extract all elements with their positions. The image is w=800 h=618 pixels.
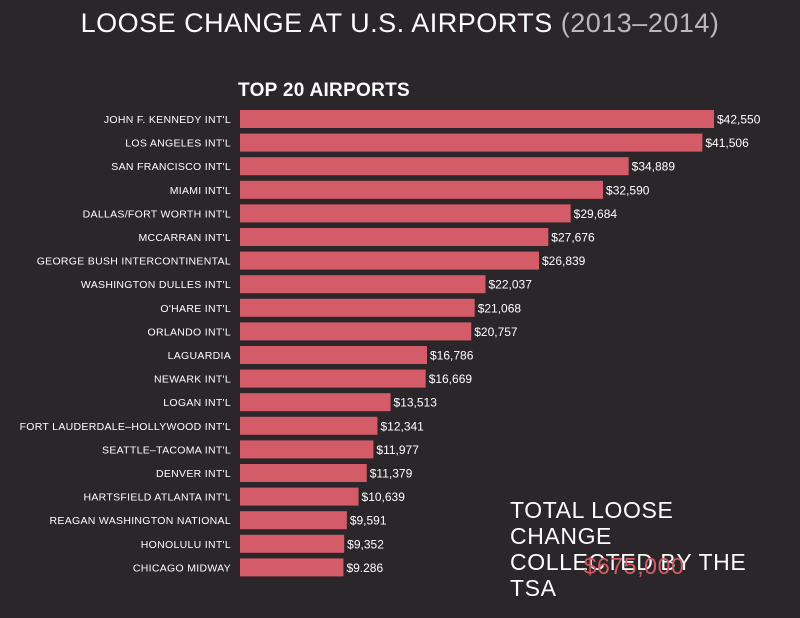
total-summary: TOTAL LOOSE CHANGE COLLECTED BY THE TSA … — [510, 497, 768, 601]
category-label-11: NEWARK INT'L — [154, 374, 231, 386]
value-label-3: $32,590 — [606, 183, 650, 197]
category-label-18: HONOLULU INT'L — [141, 539, 231, 551]
bar-8 — [240, 298, 475, 317]
category-label-2: SAN FRANCISCO INT'L — [111, 161, 231, 173]
bar-2 — [240, 157, 629, 176]
total-amount: $675,000 — [583, 553, 685, 579]
category-label-13: FORT LAUDERDALE–HOLLYWOOD INT'L — [20, 421, 231, 433]
value-label-7: $22,037 — [488, 278, 532, 292]
bar-13 — [240, 416, 378, 435]
bar-9 — [240, 322, 472, 341]
value-label-5: $27,676 — [551, 231, 595, 245]
value-label-2: $34,889 — [632, 160, 676, 174]
category-label-17: REAGAN WASHINGTON NATIONAL — [50, 515, 231, 527]
value-label-17: $9,591 — [350, 514, 387, 528]
bar-0 — [240, 110, 714, 128]
category-label-10: LAGUARDIA — [168, 350, 231, 362]
bar-1 — [240, 133, 703, 152]
value-label-6: $26,839 — [542, 254, 586, 268]
category-label-3: MIAMI INT'L — [170, 185, 231, 197]
bar-12 — [240, 393, 391, 412]
category-label-16: HARTSFIELD ATLANTA INT'L — [84, 492, 232, 504]
category-label-12: LOGAN INT'L — [163, 397, 231, 409]
value-label-0: $42,550 — [717, 113, 761, 127]
value-label-13: $12,341 — [380, 419, 424, 433]
bar-5 — [240, 228, 549, 246]
category-label-14: SEATTLE–TACOMA INT'L — [102, 444, 231, 456]
category-label-6: GEORGE BUSH INTERCONTINENTAL — [37, 256, 231, 268]
value-label-16: $10,639 — [362, 490, 406, 504]
bar-19 — [240, 558, 344, 577]
total-line-2: COLLECTED BY THE TSA — [510, 549, 747, 601]
category-label-0: JOHN F. KENNEDY INT'L — [104, 114, 231, 126]
bar-14 — [240, 440, 374, 459]
value-label-15: $11,379 — [370, 467, 413, 481]
category-label-8: O'HARE INT'L — [160, 303, 231, 315]
value-label-9: $20,757 — [474, 325, 518, 339]
value-label-4: $29,684 — [574, 207, 618, 221]
bar-3 — [240, 180, 604, 199]
value-label-19: $9.286 — [346, 561, 383, 575]
bar-6 — [240, 251, 539, 270]
value-label-1: $41,506 — [705, 136, 749, 150]
bar-16 — [240, 487, 359, 506]
value-label-10: $16,786 — [430, 349, 474, 363]
value-label-18: $9,352 — [347, 537, 384, 551]
value-label-8: $21,068 — [478, 301, 522, 315]
value-label-14: $11,977 — [376, 443, 419, 457]
bar-4 — [240, 204, 571, 223]
chart-title-years: (2013–2014) — [560, 8, 720, 38]
category-label-4: DALLAS/FORT WORTH INT'L — [83, 208, 231, 220]
category-label-7: WASHINGTON DULLES INT'L — [81, 279, 231, 291]
category-label-15: DENVER INT'L — [156, 468, 231, 480]
total-line-1: TOTAL LOOSE CHANGE — [510, 497, 674, 549]
bar-18 — [240, 534, 345, 553]
chart-title-main: LOOSE CHANGE AT U.S. AIRPORTS — [80, 8, 553, 38]
category-label-19: CHICAGO MIDWAY — [133, 562, 231, 574]
category-label-9: ORLANDO INT'L — [147, 326, 231, 338]
bar-7 — [240, 275, 486, 294]
chart-subtitle: TOP 20 AIRPORTS — [238, 80, 411, 101]
category-label-1: LOS ANGELES INT'L — [125, 138, 231, 150]
value-label-12: $13,513 — [394, 396, 438, 410]
bar-11 — [240, 369, 426, 388]
value-label-11: $16,669 — [429, 372, 473, 386]
bar-17 — [240, 511, 347, 530]
bar-15 — [240, 464, 367, 482]
bar-10 — [240, 346, 427, 364]
chart-title: LOOSE CHANGE AT U.S. AIRPORTS (2013–2014… — [0, 8, 800, 39]
category-label-5: MCCARRAN INT'L — [138, 232, 231, 244]
